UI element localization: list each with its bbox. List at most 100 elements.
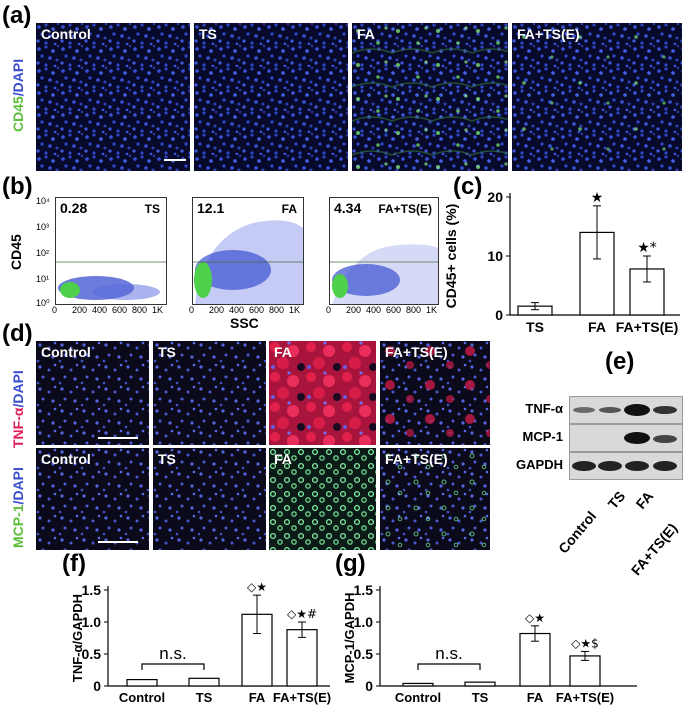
category-label: Control	[395, 690, 441, 705]
panel-label-d: (d)	[2, 320, 33, 347]
wb-row-gapdh	[569, 452, 683, 480]
panel-d-row1-stain-label: TNF-α/DAPI	[10, 370, 26, 448]
y-tick: 10¹	[36, 274, 50, 284]
micrograph-d-mcp-fa: FA	[269, 448, 376, 550]
category-label: TS	[196, 690, 213, 705]
y-tick-label: 0.5	[354, 646, 374, 662]
y-tick-label: 0	[93, 678, 101, 694]
facs-percent: 4.34	[334, 200, 362, 216]
x-tick: 1K	[426, 305, 438, 315]
ns-bracket	[141, 663, 205, 670]
wb-row-label: GAPDH	[516, 457, 563, 472]
micrograph-d-mcp-ts: TS	[153, 448, 266, 550]
green-stain-texture	[380, 448, 490, 550]
y-tick-label: 1.5	[82, 582, 102, 598]
panel-label-e: (e)	[605, 348, 635, 375]
y-tick-label: 1.0	[82, 614, 102, 630]
micrograph-d-mcp-control: Control	[36, 448, 149, 550]
micrograph-a-fa-ts: FA+TS(E)	[512, 23, 682, 171]
wb-row-label: MCP-1	[522, 429, 563, 444]
x-tick: 200	[346, 305, 362, 315]
wb-bands	[572, 461, 677, 471]
micrograph-label: FA+TS(E)	[385, 451, 448, 467]
wb-row-mcp	[569, 424, 683, 452]
x-tick: 800	[269, 305, 285, 315]
y-tick: 10⁴	[36, 196, 50, 206]
y-axis-label: TNF-α/GAPDH	[70, 594, 85, 682]
y-tick-label: 1.0	[354, 614, 374, 630]
x-tick: 200	[209, 305, 225, 315]
micrograph-label: Control	[41, 451, 91, 467]
ns-label: n.s.	[159, 644, 186, 663]
scale-bar	[98, 541, 138, 543]
micrograph-label: FA+TS(E)	[517, 26, 580, 42]
significance-mark: ◇★	[525, 611, 545, 625]
dapi-texture	[36, 341, 149, 445]
significance-mark: ★*	[637, 240, 657, 256]
y-tick-label: 0	[495, 307, 503, 323]
y-tick-label: 0.5	[82, 646, 102, 662]
panel-label-a: (a)	[2, 2, 32, 29]
category-label: FA	[588, 319, 606, 335]
wb-lane-label: TS	[604, 488, 629, 512]
dapi-green-texture	[512, 23, 682, 171]
facs-plot-fa: 12.1 FA	[192, 197, 304, 305]
x-tick: 1K	[289, 305, 301, 315]
wb-lane-label: Control	[555, 508, 600, 557]
panel-label-b: (b)	[2, 173, 33, 200]
panel-label-f: (f)	[62, 550, 86, 577]
bar	[464, 681, 496, 687]
micrograph-a-fa: FA	[352, 23, 508, 171]
bar	[569, 655, 601, 687]
dapi-texture	[36, 448, 149, 550]
micrograph-label: FA	[274, 451, 292, 467]
micrograph-a-ts: TS	[194, 23, 348, 171]
micrograph-label: FA	[357, 26, 375, 42]
x-tick: 400	[366, 305, 382, 315]
dapi-texture	[153, 341, 266, 445]
x-tick: 0	[52, 305, 58, 315]
red-stain-texture	[269, 341, 376, 445]
x-tick: 0	[189, 305, 195, 315]
y-tick: 10²	[36, 248, 50, 258]
x-tick: 800	[406, 305, 422, 315]
micrograph-d-mcp-fa-ts: FA+TS(E)	[380, 448, 490, 550]
micrograph-label: FA	[274, 344, 292, 360]
panel-label-g: (g)	[335, 550, 366, 577]
category-label: FA+TS(E)	[273, 690, 331, 705]
category-label: FA	[527, 690, 544, 705]
micrograph-label: TS	[199, 26, 217, 42]
green-stain-texture	[269, 448, 376, 550]
red-stain-texture	[380, 341, 490, 445]
facs-group: FA+TS(E)	[378, 202, 432, 216]
bar	[402, 682, 434, 687]
facs-percent: 12.1	[197, 200, 225, 216]
x-tick: 0	[326, 305, 332, 315]
category-label: FA	[249, 690, 266, 705]
category-label: FA+TS(E)	[556, 690, 614, 705]
y-axis-label: MCP-1/GAPDH	[342, 592, 357, 683]
scale-bar	[164, 159, 186, 161]
significance-mark: ★	[591, 190, 604, 206]
y-tick-label: 10	[487, 248, 503, 264]
facs-scatter	[330, 244, 438, 304]
micrograph-d-tnf-fa: FA	[269, 341, 376, 445]
wb-lane-label: FA	[632, 488, 657, 512]
ns-label: n.s.	[435, 644, 462, 663]
facs-group: FA	[281, 202, 297, 216]
facs-plot-fa-ts: 4.34 FA+TS(E)	[329, 197, 439, 305]
micrograph-a-control: Control	[36, 23, 190, 171]
category-label: Control	[119, 690, 165, 705]
dapi-texture	[153, 448, 266, 550]
bar	[519, 632, 551, 687]
micrograph-label: Control	[41, 26, 91, 42]
facs-scatter	[193, 220, 303, 304]
ns-bracket	[417, 663, 481, 670]
panel-b-y-label: CD45	[8, 234, 24, 270]
x-tick: 600	[249, 305, 265, 315]
bar	[286, 629, 318, 687]
x-tick: 800	[132, 305, 148, 315]
y-tick-label: 20	[487, 189, 503, 205]
